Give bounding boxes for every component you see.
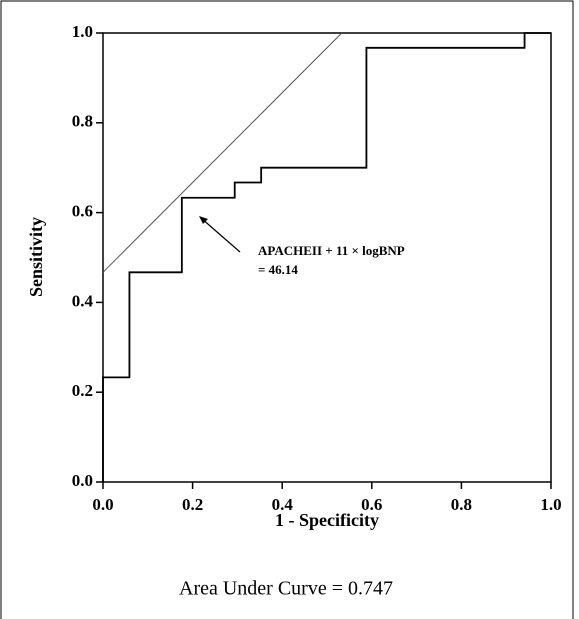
annotation-arrowhead — [199, 216, 208, 224]
x-tick-label: 0.4 — [272, 495, 294, 514]
y-tick-label: 0.6 — [72, 202, 93, 221]
x-tick-label: 1.0 — [540, 495, 561, 514]
annotation: APACHEII + 11 × logBNP — [258, 243, 405, 258]
reference-line — [102, 32, 343, 273]
roc-curve — [102, 32, 551, 482]
caption: Area Under Curve = 0.747 — [179, 578, 393, 600]
plot-frame — [102, 32, 552, 483]
x-axis-title: 1 - Specificity — [275, 510, 379, 530]
x-tick-label: 0.6 — [361, 495, 382, 514]
y-tick-label: 0.4 — [72, 291, 94, 310]
y-tick-label: 0.8 — [72, 112, 93, 131]
annotation: = 46.14 — [258, 262, 298, 277]
y-tick-label: 0.0 — [72, 471, 93, 490]
x-tick-label: 0.0 — [92, 495, 113, 514]
annotation-arrow — [200, 217, 241, 253]
y-tick-label: 0.2 — [72, 381, 93, 400]
x-tick-label: 0.2 — [182, 495, 203, 514]
y-axis-title: Sensitivity — [26, 217, 46, 297]
y-tick-label: 1.0 — [72, 22, 93, 41]
x-tick-label: 0.8 — [451, 495, 472, 514]
